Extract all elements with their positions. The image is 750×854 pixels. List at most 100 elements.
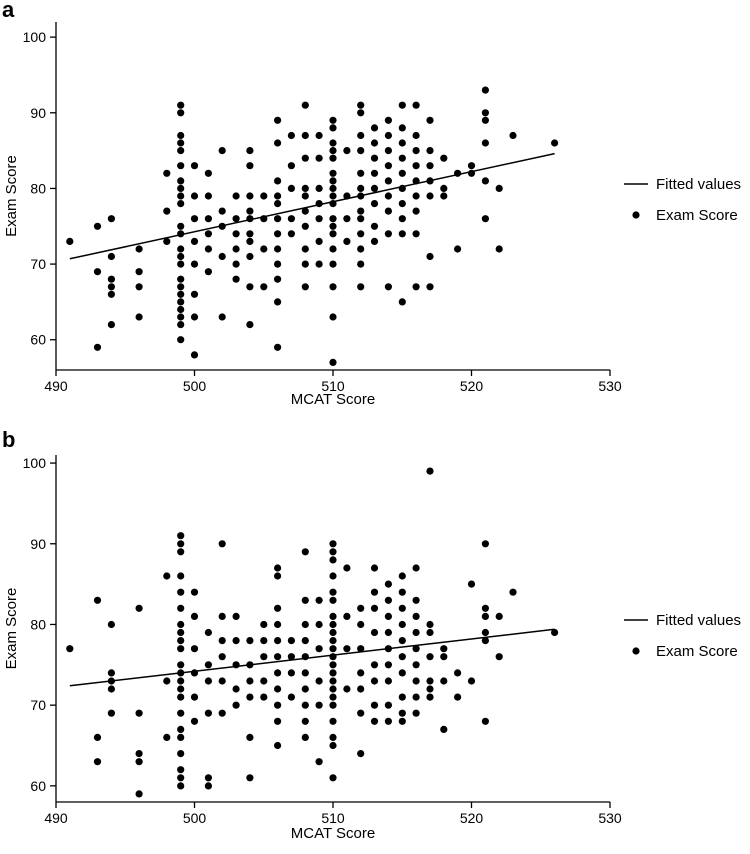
data-point — [177, 245, 185, 253]
chart-panel-b: b 60 70 80 90 100 490 500 510 520 530 MCAT Score Exa… — [2, 427, 741, 842]
data-point — [412, 677, 420, 685]
data-point — [398, 298, 406, 306]
data-point — [440, 677, 448, 685]
data-point — [426, 677, 434, 685]
data-point — [370, 661, 379, 669]
data-point — [315, 237, 323, 245]
data-point — [135, 758, 143, 766]
data-point — [440, 154, 448, 162]
data-point — [177, 147, 185, 155]
data-point — [301, 260, 309, 268]
data-point — [440, 653, 448, 661]
legend-dot-key — [632, 647, 640, 655]
data-point — [232, 230, 240, 238]
data-point — [204, 677, 212, 685]
data-point — [190, 260, 199, 268]
data-point — [426, 192, 434, 200]
data-point — [357, 750, 365, 758]
x-tick-label: 520 — [460, 810, 484, 826]
data-point — [357, 669, 365, 677]
data-point — [260, 620, 268, 629]
data-point — [204, 245, 212, 253]
data-point — [357, 645, 365, 653]
data-point — [343, 612, 351, 621]
data-point — [315, 131, 323, 140]
data-point — [370, 124, 379, 132]
data-point — [93, 268, 102, 276]
fitted-line — [69, 628, 555, 687]
data-point — [107, 290, 115, 298]
data-point — [426, 628, 434, 637]
data-point — [177, 548, 185, 556]
data-point — [467, 162, 476, 170]
data-point — [93, 222, 102, 230]
data-point — [398, 169, 406, 177]
data-point — [426, 693, 434, 701]
data-point — [218, 709, 226, 717]
data-point — [495, 245, 503, 253]
data-point — [177, 275, 185, 283]
data-point — [357, 109, 365, 117]
y-tick-label: 60 — [30, 778, 46, 794]
data-point — [329, 588, 337, 596]
data-point — [426, 162, 434, 170]
x-tick-label: 500 — [183, 378, 207, 394]
data-point — [329, 693, 337, 701]
data-point — [246, 192, 254, 200]
data-point — [218, 637, 226, 645]
data-point — [177, 321, 185, 329]
data-point — [246, 677, 254, 685]
data-point — [301, 548, 309, 556]
data-point — [398, 124, 406, 132]
data-point — [370, 200, 379, 208]
data-point — [301, 596, 309, 604]
data-point — [232, 192, 240, 200]
data-point — [370, 237, 379, 245]
data-point — [218, 147, 226, 155]
data-point — [232, 245, 240, 253]
panel-letter-b: b — [2, 427, 15, 452]
data-point — [398, 637, 406, 645]
fitted-line — [69, 152, 555, 260]
data-point — [190, 693, 199, 701]
data-point — [260, 283, 268, 291]
data-point — [301, 669, 309, 677]
data-point — [329, 717, 337, 725]
data-point — [329, 169, 337, 177]
data-point — [190, 215, 199, 223]
legend: Fitted values Exam Score — [624, 612, 741, 660]
data-point — [551, 139, 559, 147]
data-point — [218, 653, 226, 661]
data-point — [177, 109, 185, 117]
data-point — [274, 116, 282, 124]
data-point — [287, 693, 295, 701]
data-point — [190, 588, 199, 596]
data-point — [163, 169, 171, 177]
data-point — [357, 101, 365, 109]
data-point — [481, 540, 489, 548]
data-point — [509, 588, 517, 596]
data-point — [274, 620, 282, 629]
data-point — [232, 275, 240, 283]
data-point — [177, 192, 185, 200]
data-point — [412, 645, 420, 653]
data-point — [107, 709, 115, 717]
data-point — [93, 733, 102, 742]
data-point — [274, 343, 282, 351]
data-point — [398, 604, 406, 612]
x-tick-label: 530 — [598, 378, 622, 394]
data-point — [481, 139, 489, 147]
data-point — [66, 237, 74, 245]
data-point — [412, 283, 420, 291]
data-point — [329, 192, 337, 200]
data-point — [287, 230, 295, 238]
data-point — [135, 313, 143, 321]
data-point — [329, 548, 337, 556]
data-point — [218, 252, 226, 261]
data-point — [426, 147, 434, 155]
data-point — [343, 564, 351, 572]
data-point — [301, 717, 309, 725]
data-point — [190, 717, 199, 725]
data-point — [551, 628, 559, 637]
data-point — [246, 207, 254, 215]
